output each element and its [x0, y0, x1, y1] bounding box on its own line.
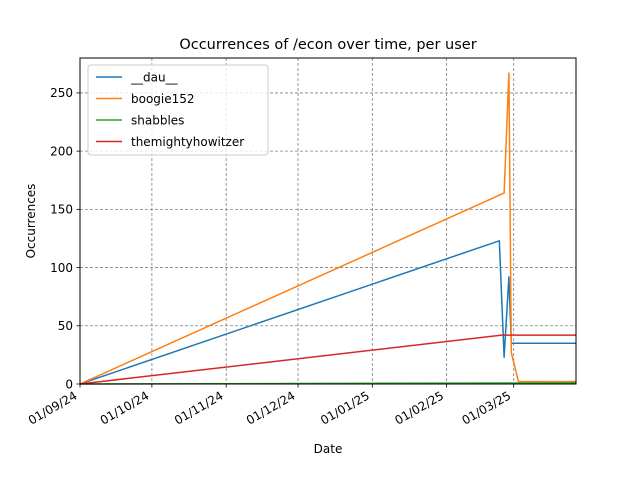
- legend: __dau__ boogie152 shabbles themightyhowitze…: [87, 64, 269, 156]
- x-tick-label: 01/11/24: [172, 388, 226, 427]
- x-axis: 01/09/24 01/10/24 01/11/24 01/12/24 01/01/25…: [26, 384, 515, 428]
- series-lines: [79, 72, 577, 385]
- x-tick-label: 01/03/25: [460, 388, 514, 427]
- series-line-boogie152: [79, 72, 576, 385]
- x-tick-label: 01/12/24: [244, 388, 298, 427]
- legend-box: [87, 64, 269, 156]
- legend-label: __dau__: [130, 70, 179, 84]
- chart-title: Occurrences of /econ over time, per user: [179, 37, 476, 53]
- x-tick-label: 01/01/25: [318, 388, 372, 427]
- y-tick-label: 50: [58, 319, 73, 333]
- y-axis-title: Occurrences: [24, 184, 38, 259]
- x-tick-label: 01/10/24: [98, 388, 152, 427]
- x-axis-title: Date: [314, 442, 343, 456]
- y-tick-label: 150: [50, 203, 73, 217]
- legend-label: themightyhowitzer: [131, 135, 244, 149]
- x-tick-label: 01/09/24: [26, 388, 80, 427]
- series-line-themightyhowitzer: [79, 334, 576, 385]
- y-tick-label: 250: [50, 86, 73, 100]
- legend-label: boogie152: [131, 92, 195, 106]
- x-tick-label: 01/02/25: [392, 388, 446, 427]
- series-line-dau: [79, 240, 576, 385]
- y-axis: 0 50 100 150 200 250: [50, 86, 80, 391]
- plot-frame: [79, 57, 577, 385]
- y-tick-label: 200: [50, 144, 73, 158]
- y-tick-label: 100: [50, 261, 73, 275]
- y-tick-label: 0: [65, 377, 73, 391]
- legend-label: shabbles: [131, 113, 184, 127]
